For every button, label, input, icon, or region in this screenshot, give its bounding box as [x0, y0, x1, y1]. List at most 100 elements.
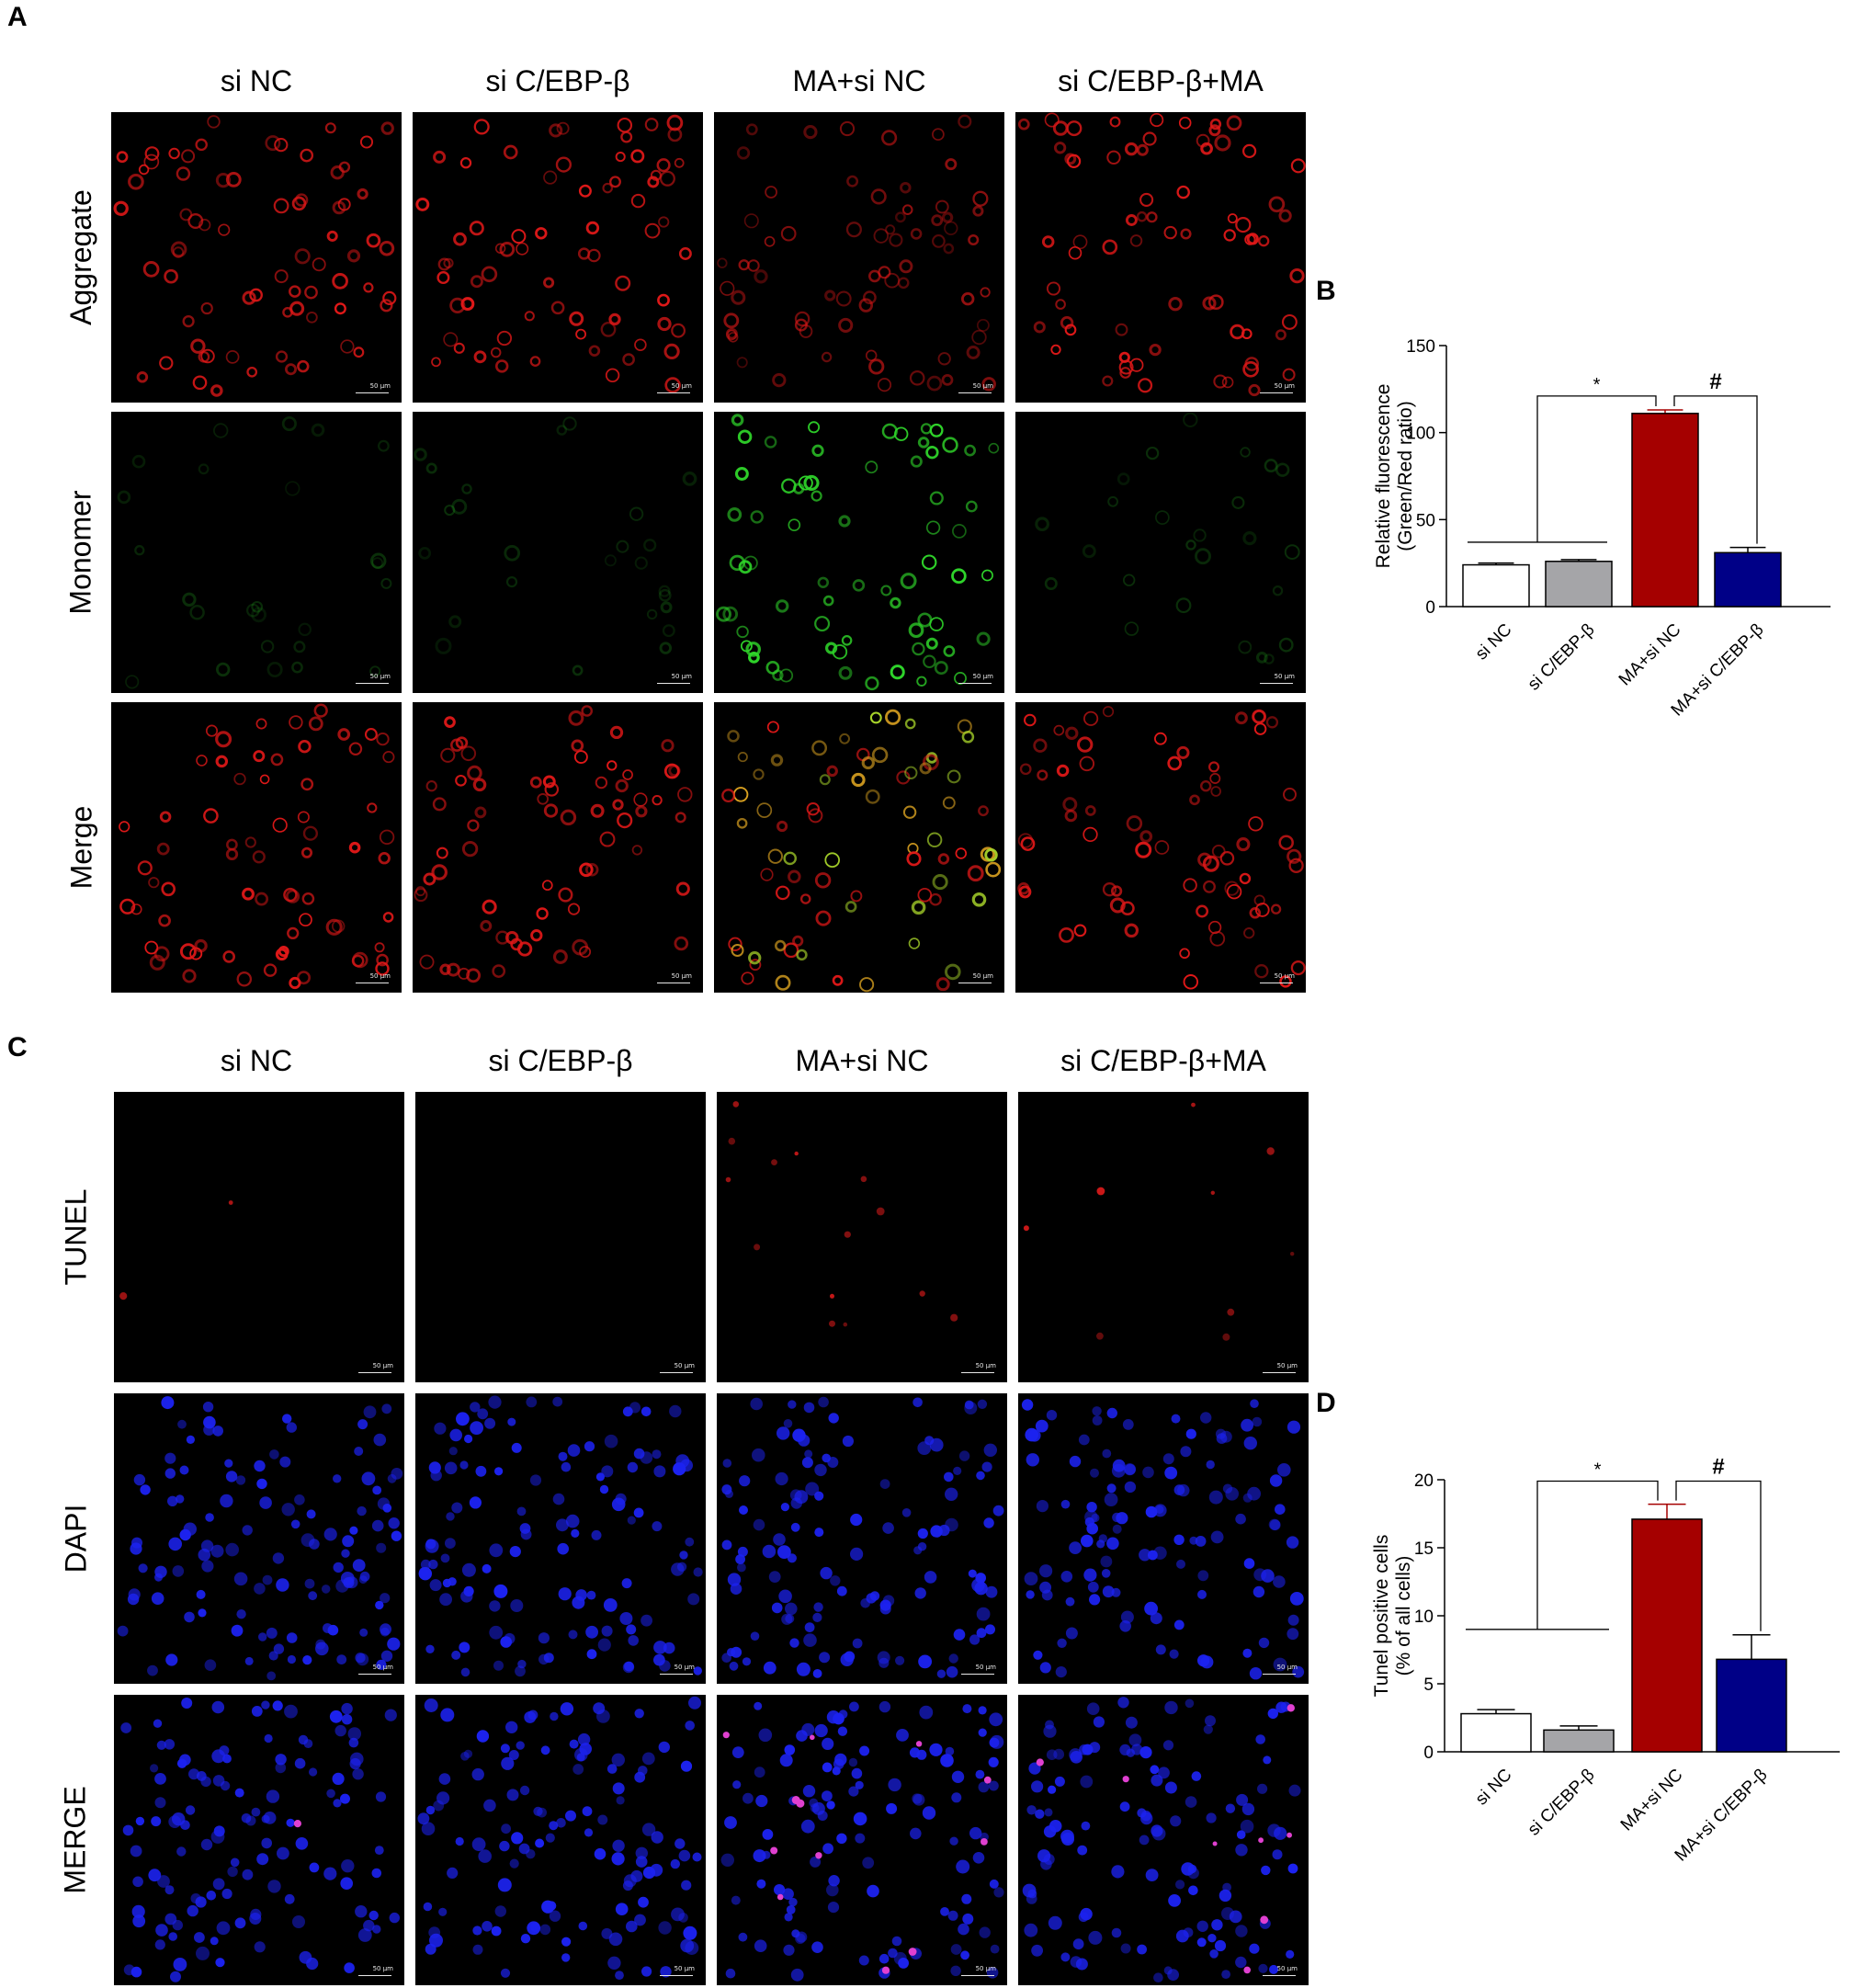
panel-a-col-header: MA+si NC — [792, 64, 926, 97]
scale-bar-label: 50 μm — [1274, 673, 1295, 680]
y-axis-title-line2: (Green/Red ratio) — [1395, 401, 1416, 551]
scale-bar-label: 50 μm — [372, 1362, 393, 1369]
panel-a-col-header: si C/EBP-β — [485, 64, 630, 97]
scale-bar — [961, 1371, 994, 1373]
y-tick-label: 10 — [1414, 1607, 1434, 1627]
scale-bar — [657, 982, 690, 983]
micrograph-monomer: 50 μm — [714, 412, 1004, 693]
y-axis-title: Relative fluorescence — [1373, 384, 1394, 569]
micrograph-mergeA: 50 μm — [714, 702, 1004, 993]
scale-bar — [660, 1673, 693, 1675]
scale-bar — [356, 982, 389, 983]
panel-label-a: A — [7, 2, 28, 32]
panel-c-row-label-wrap: DAPI — [39, 1393, 112, 1684]
scale-bar — [961, 1974, 994, 1976]
scale-bar-label: 50 μm — [975, 1965, 996, 1972]
panel-a-col-header: si NC — [220, 64, 293, 97]
panel-c-row-label-wrap: MERGE — [39, 1695, 112, 1985]
y-tick-label: 20 — [1414, 1471, 1434, 1491]
y-tick-label: 50 — [1416, 511, 1435, 530]
micrograph-mergeA: 50 μm — [111, 702, 402, 993]
panel-label-c: C — [7, 1032, 28, 1062]
panel-c-row-label: MERGE — [59, 1786, 92, 1894]
scale-bar — [958, 682, 992, 684]
scale-bar — [1260, 982, 1293, 983]
micrograph-monomer: 50 μm — [111, 412, 402, 693]
scale-bar-label: 50 μm — [1274, 382, 1295, 390]
scale-bar-label: 50 μm — [369, 673, 391, 680]
y-tick-label: 0 — [1423, 1744, 1434, 1763]
significance-hash-label: # — [1712, 1454, 1724, 1479]
chart-d-tunel-positive-cells: 0 5 10 15 20 Tunel positive cells (% of all ce… — [1371, 1454, 1840, 1866]
bar — [1714, 551, 1782, 608]
micrograph-aggregate: 50 μm — [714, 112, 1004, 403]
y-tick-label: 15 — [1414, 1539, 1434, 1559]
micrograph-mergeC: 50 μm — [1018, 1695, 1309, 1985]
significance-bracket-hash — [1673, 395, 1758, 544]
significance-bracket-star — [1536, 395, 1657, 542]
panel-a-row-label: Aggregate — [64, 189, 98, 325]
micrograph-mergeC: 50 μm — [415, 1695, 706, 1985]
y-tick-label: 0 — [1425, 598, 1435, 618]
scale-bar-label: 50 μm — [975, 1664, 996, 1671]
scale-bar — [1263, 1673, 1296, 1675]
micrograph-tunel: 50 μm — [717, 1092, 1007, 1382]
scale-bar — [1263, 1371, 1296, 1373]
scale-bar — [356, 392, 389, 393]
scale-bar-label: 50 μm — [1274, 972, 1295, 980]
bar — [1631, 1518, 1703, 1753]
panel-a-row-label: Merge — [64, 805, 98, 890]
scale-bar — [358, 1673, 391, 1675]
x-tick-label: MA+si C/EBP-β — [1672, 1766, 1772, 1866]
micrograph-monomer: 50 μm — [413, 412, 703, 693]
scale-bar-label: 50 μm — [369, 972, 391, 980]
micrograph-dapi: 50 μm — [1018, 1393, 1309, 1684]
panel-c-col-header: si C/EBP-β — [488, 1044, 633, 1077]
micrograph-tunel: 50 μm — [114, 1092, 404, 1382]
scale-bar — [657, 392, 690, 393]
panel-c-col-header: si NC — [220, 1044, 293, 1077]
x-tick-label: MA+si NC — [1617, 1766, 1687, 1835]
scale-bar — [358, 1974, 391, 1976]
panel-c-row-label: TUNEL — [59, 1188, 92, 1286]
scale-bar — [660, 1371, 693, 1373]
scale-bar-label: 50 μm — [674, 1965, 695, 1972]
micrograph-tunel: 50 μm — [1018, 1092, 1309, 1382]
scale-bar-label: 50 μm — [372, 1664, 393, 1671]
micrograph-mergeA: 50 μm — [1015, 702, 1306, 993]
panel-a-col-header: si C/EBP-β+MA — [1058, 64, 1264, 97]
scale-bar-label: 50 μm — [674, 1664, 695, 1671]
bar — [1545, 561, 1613, 608]
scale-bar — [358, 1371, 391, 1373]
scale-bar — [958, 982, 992, 983]
panel-c-row-label-wrap: TUNEL — [39, 1092, 112, 1382]
micrograph-dapi: 50 μm — [717, 1393, 1007, 1684]
x-tick-label: si NC — [1472, 1766, 1516, 1810]
micrograph-mergeA: 50 μm — [413, 702, 703, 993]
scale-bar-label: 50 μm — [369, 382, 391, 390]
scale-bar-label: 50 μm — [972, 382, 993, 390]
micrograph-monomer: 50 μm — [1015, 412, 1306, 693]
scale-bar-label: 50 μm — [671, 673, 692, 680]
scale-bar — [1263, 1974, 1296, 1976]
scale-bar-label: 50 μm — [671, 382, 692, 390]
micrograph-dapi: 50 μm — [415, 1393, 706, 1684]
scale-bar — [657, 682, 690, 684]
micrograph-aggregate: 50 μm — [111, 112, 402, 403]
scale-bar — [356, 682, 389, 684]
scale-bar-label: 50 μm — [1276, 1664, 1298, 1671]
panel-a-row-label-wrap: Merge — [44, 702, 118, 993]
scale-bar-label: 50 μm — [671, 972, 692, 980]
scale-bar — [961, 1673, 994, 1675]
panel-c-col-header: MA+si NC — [795, 1044, 929, 1077]
scale-bar — [1260, 392, 1293, 393]
scale-bar-label: 50 μm — [372, 1965, 393, 1972]
bar — [1716, 1658, 1787, 1753]
panel-label-d: D — [1316, 1388, 1336, 1418]
scale-bar-label: 50 μm — [972, 972, 993, 980]
scale-bar — [660, 1974, 693, 1976]
significance-star-label: * — [1593, 375, 1601, 395]
micrograph-mergeC: 50 μm — [114, 1695, 404, 1985]
y-tick-label: 5 — [1423, 1676, 1434, 1695]
scale-bar-label: 50 μm — [1276, 1965, 1298, 1972]
